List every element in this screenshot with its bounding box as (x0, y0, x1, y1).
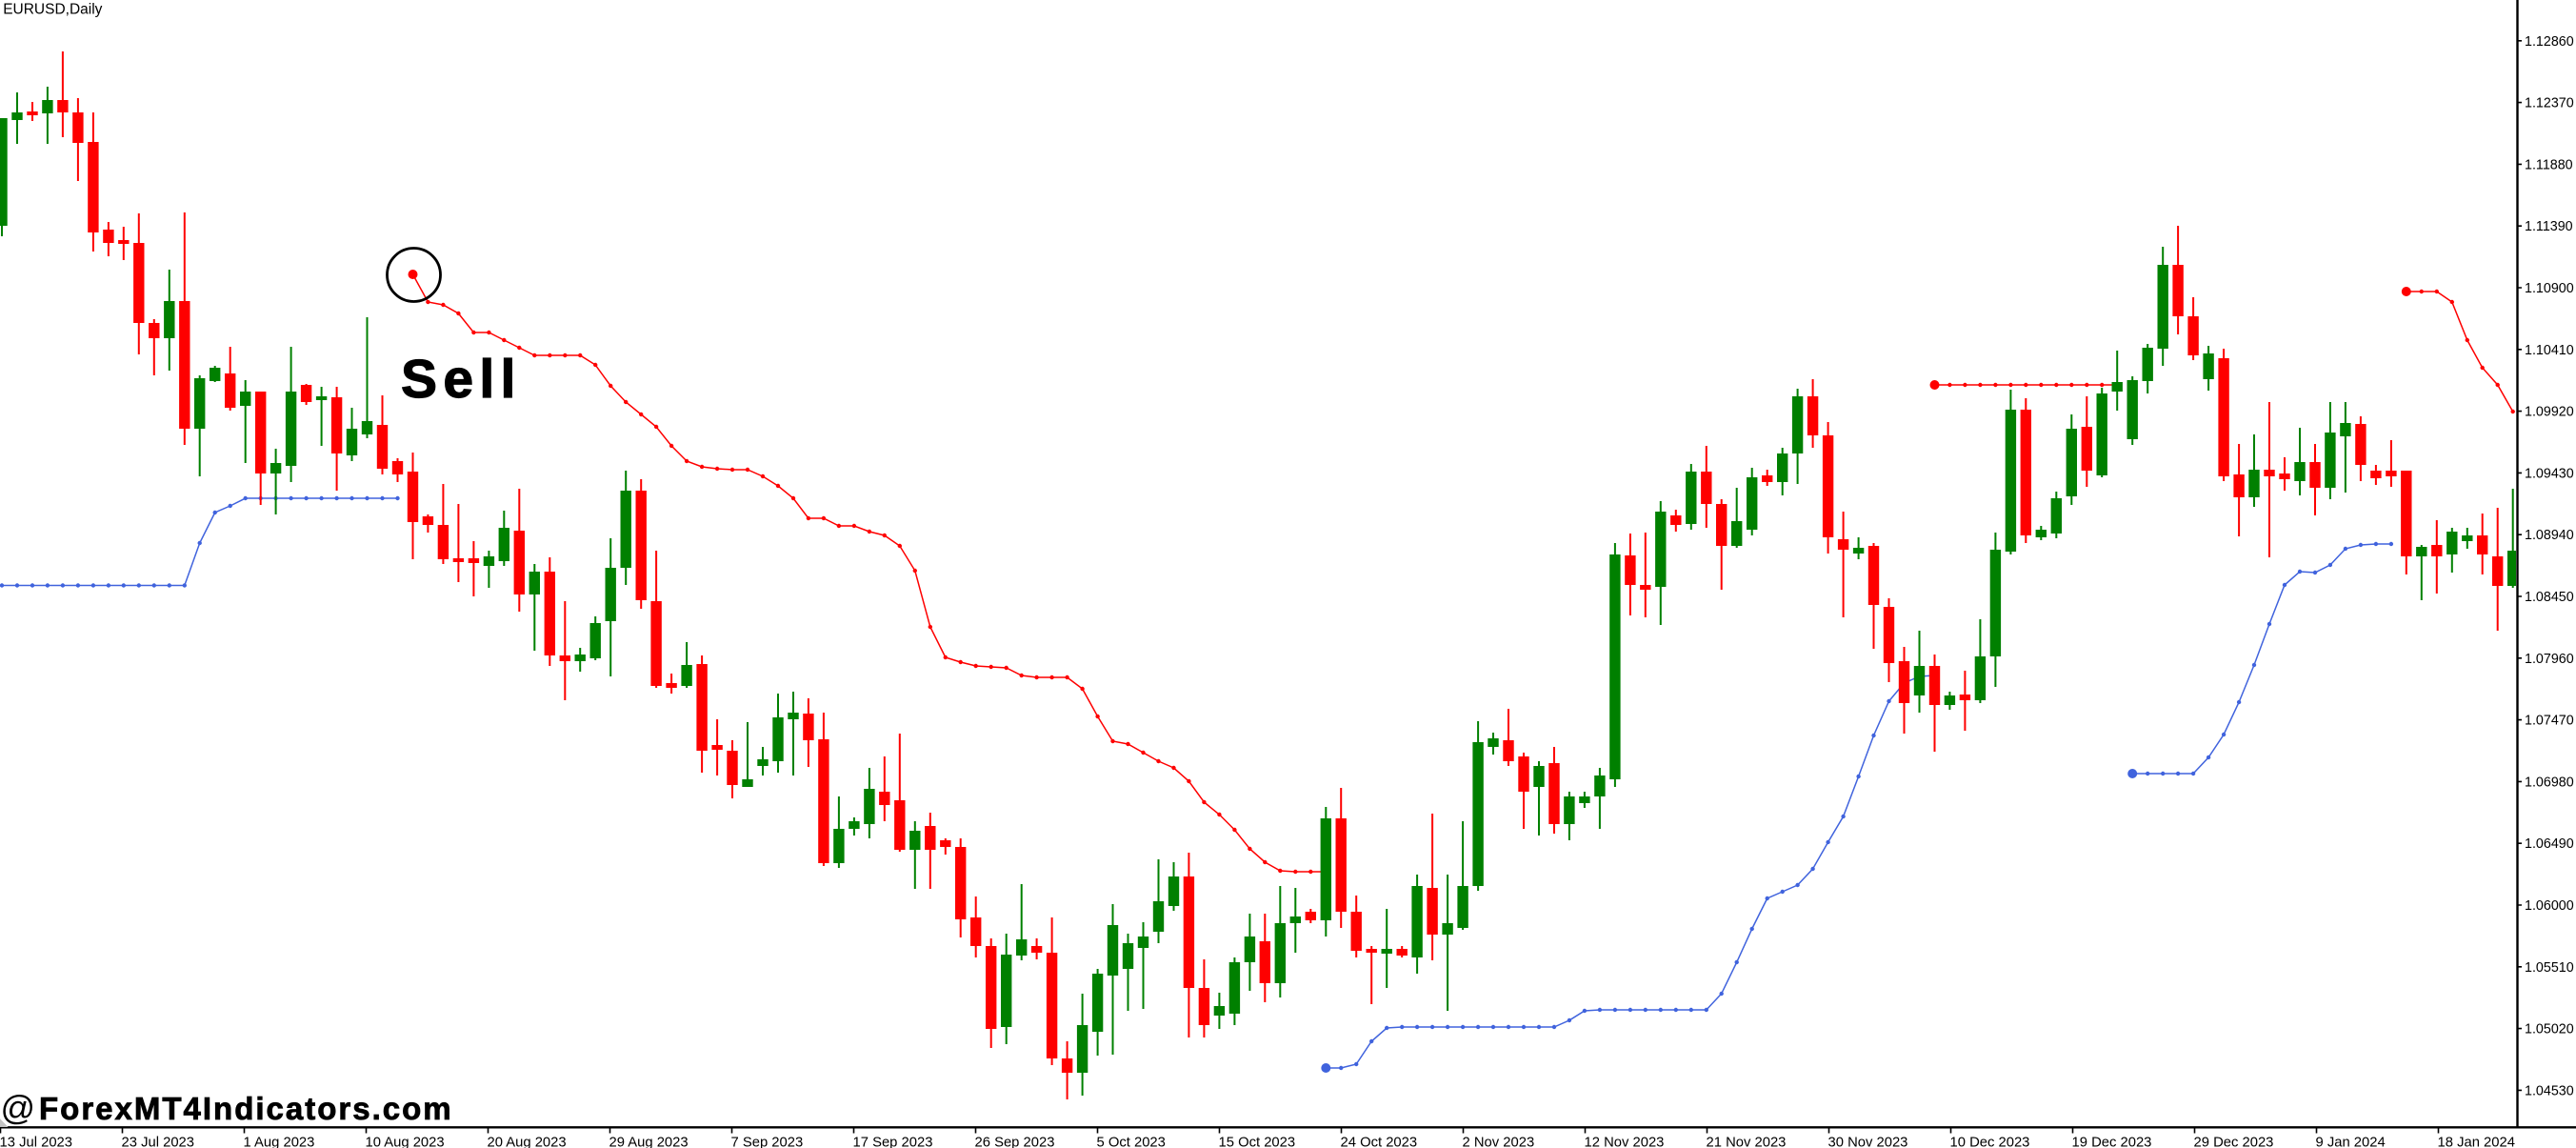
svg-text:9 Jan 2024: 9 Jan 2024 (2316, 1136, 2386, 1148)
svg-text:1.07470: 1.07470 (2525, 714, 2574, 729)
svg-text:1.08940: 1.08940 (2525, 528, 2574, 543)
svg-text:1.04530: 1.04530 (2525, 1083, 2574, 1098)
svg-text:19 Dec 2023: 19 Dec 2023 (2072, 1136, 2152, 1148)
svg-text:1.05510: 1.05510 (2525, 960, 2574, 976)
svg-text:23 Jul 2023: 23 Jul 2023 (122, 1136, 195, 1148)
svg-text:1 Aug 2023: 1 Aug 2023 (244, 1136, 315, 1148)
svg-text:7 Sep 2023: 7 Sep 2023 (731, 1136, 804, 1148)
svg-text:1.12370: 1.12370 (2525, 96, 2574, 111)
svg-text:20 Aug 2023: 20 Aug 2023 (488, 1136, 567, 1148)
svg-text:Sell: Sell (401, 349, 522, 410)
svg-text:29 Aug 2023: 29 Aug 2023 (609, 1136, 689, 1148)
svg-text:EURUSD,Daily: EURUSD,Daily (3, 2, 102, 18)
svg-text:ForexMT4Indicators.com: ForexMT4Indicators.com (39, 1091, 453, 1126)
svg-text:26 Sep 2023: 26 Sep 2023 (975, 1136, 1055, 1148)
svg-text:1.11880: 1.11880 (2525, 157, 2573, 172)
svg-text:1.06490: 1.06490 (2525, 836, 2574, 852)
svg-text:1.08450: 1.08450 (2525, 590, 2574, 605)
svg-text:10 Aug 2023: 10 Aug 2023 (366, 1136, 445, 1148)
svg-text:@: @ (1, 1088, 36, 1127)
svg-text:24 Oct 2023: 24 Oct 2023 (1341, 1136, 1418, 1148)
svg-text:5 Oct 2023: 5 Oct 2023 (1097, 1136, 1166, 1148)
svg-text:1.10900: 1.10900 (2525, 281, 2574, 296)
svg-text:15 Oct 2023: 15 Oct 2023 (1219, 1136, 1296, 1148)
svg-text:1.09920: 1.09920 (2525, 405, 2574, 420)
svg-text:18 Jan 2024: 18 Jan 2024 (2438, 1136, 2515, 1148)
svg-text:1.05020: 1.05020 (2525, 1022, 2574, 1037)
svg-text:12 Nov 2023: 12 Nov 2023 (1585, 1136, 1665, 1148)
svg-text:1.09430: 1.09430 (2525, 466, 2574, 481)
svg-text:1.11390: 1.11390 (2525, 219, 2573, 234)
svg-text:17 Sep 2023: 17 Sep 2023 (853, 1136, 933, 1148)
svg-text:1.06980: 1.06980 (2525, 775, 2574, 790)
svg-text:1.06000: 1.06000 (2525, 898, 2574, 914)
svg-text:10 Dec 2023: 10 Dec 2023 (1950, 1136, 2030, 1148)
svg-text:21 Nov 2023: 21 Nov 2023 (1707, 1136, 1787, 1148)
svg-text:1.10410: 1.10410 (2525, 343, 2574, 358)
svg-text:2 Nov 2023: 2 Nov 2023 (1463, 1136, 1535, 1148)
svg-text:29 Dec 2023: 29 Dec 2023 (2194, 1136, 2274, 1148)
svg-text:30 Nov 2023: 30 Nov 2023 (1828, 1136, 1908, 1148)
svg-text:1.12860: 1.12860 (2525, 34, 2574, 50)
svg-text:1.07960: 1.07960 (2525, 652, 2574, 667)
svg-text:13 Jul 2023: 13 Jul 2023 (0, 1136, 72, 1148)
